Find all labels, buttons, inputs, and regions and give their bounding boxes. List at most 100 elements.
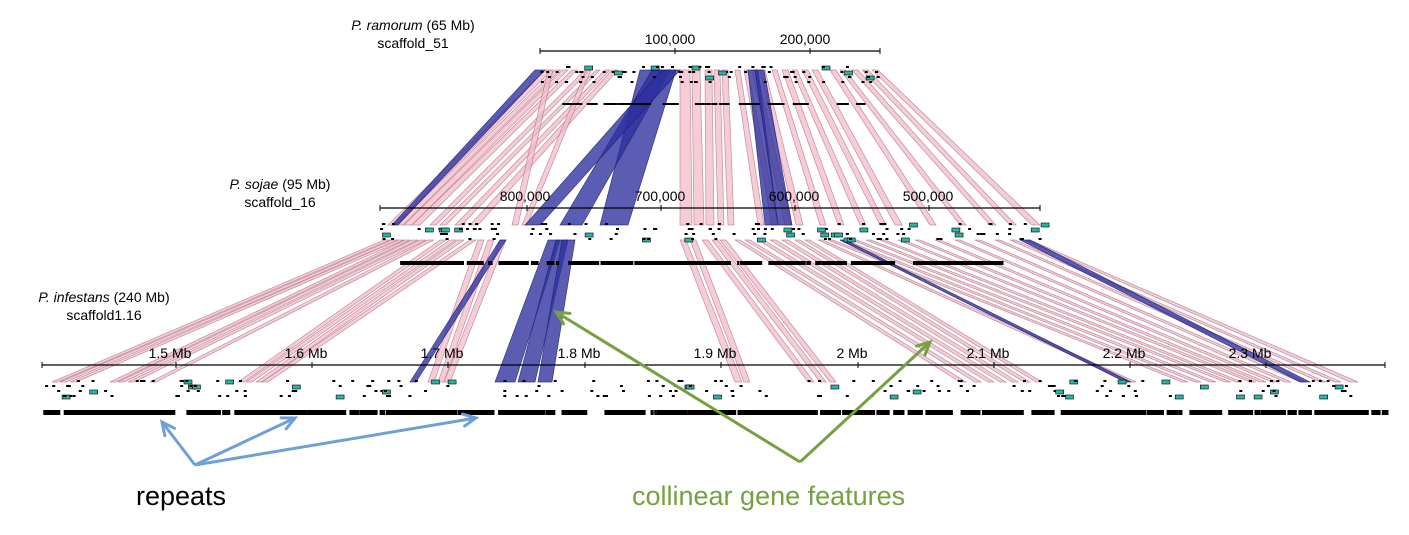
repeat-block [1331,410,1345,415]
gene-feature [575,71,579,73]
gene-feature [592,81,596,83]
gene-feature [861,81,865,83]
gene-feature [679,76,682,78]
collinear-link [829,69,937,226]
repeat-block [1274,410,1279,415]
gene-feature [848,76,852,78]
gene-feature [492,238,496,240]
repeat-block [308,410,320,415]
gene-feature [218,395,222,397]
sojae-scaffold: scaffold_16 [244,194,316,210]
collinear-link [117,239,419,383]
repeat-block [421,410,433,415]
gene-feature [883,223,887,225]
gene-feature [642,66,645,68]
gene-feature [287,395,291,397]
gene-feature [1141,380,1145,382]
gene-feature [216,380,220,382]
repeat-block [806,261,811,265]
gene-feature [1117,379,1127,385]
gene-feature [714,238,718,240]
gene-feature [81,385,85,387]
repeat-block [680,261,685,265]
repeat-block [975,410,981,415]
sojae-tick-label: 500,000 [902,188,954,204]
gene-feature [642,237,651,243]
repeat-block [742,103,754,105]
gene-feature [1103,380,1107,382]
repeat-block [862,410,872,415]
gene-feature [828,238,832,240]
gene-feature [549,233,553,235]
gene-feature [580,71,584,73]
gene-feature [1344,385,1348,387]
gene-feature [391,238,395,240]
gene-feature [834,232,843,238]
collinear-link [719,239,837,383]
repeat-block [753,261,761,265]
collinear-link [768,239,1008,383]
repeat-block [550,261,555,265]
repeat-block [587,261,592,265]
gene-feature [687,228,691,230]
gene-feature [545,228,549,230]
gene-feature [382,238,386,240]
repeat-block [1234,410,1248,415]
gene-feature [871,380,875,382]
collinear-link [827,239,1189,383]
gene-feature [1326,380,1330,382]
repeat-block [1119,410,1123,415]
collinear-link [743,239,983,383]
gene-feature [596,395,600,397]
gene-feature [69,395,73,397]
gene-feature [802,71,806,73]
repeat-block [603,103,615,105]
gene-feature [560,390,564,392]
gene-feature [181,380,185,382]
gene-feature [573,233,577,235]
inverted-link [524,69,681,226]
gene-feature [1008,223,1012,225]
gene-feature [936,238,940,240]
gene-feature [135,380,139,382]
repeat-block [1200,410,1204,415]
gene-feature [140,380,143,382]
gene-feature [817,395,821,397]
repeat-block [836,261,845,265]
repeat-block [737,261,740,265]
gene-feature [614,233,618,235]
gene-feature [912,389,922,395]
gene-feature [817,227,826,233]
collinear-link [679,239,743,383]
gene-feature [605,223,608,225]
repeat-block [872,261,877,265]
repeat-block [235,410,240,415]
gene-feature [982,233,986,235]
gene-feature [1100,385,1104,387]
gene-feature [755,223,758,225]
gene-feature [705,390,709,392]
repeat-block [677,410,688,415]
infestans-tick-label: 2.2 Mb [1102,345,1146,361]
gene-feature [793,76,797,78]
gene-feature [652,76,656,78]
gene-feature [647,395,651,397]
gene-feature [524,395,528,397]
repeat-block [1121,410,1126,415]
gene-feature [936,385,940,387]
gene-feature [382,232,391,238]
ramorum-tick-label: 200,000 [779,31,831,47]
gene-feature [786,232,795,238]
arrow-shaft [160,421,197,466]
sojae-species: P. sojae (95 Mb) [229,176,331,192]
gene-feature [89,389,98,395]
repeat-block [924,261,933,265]
sojae-tick-label: 600,000 [768,188,820,204]
gene-feature [374,390,378,392]
gene-feature [821,66,825,68]
repeat-block [932,261,943,265]
repeat-block [650,410,654,415]
gene-feature [1065,394,1074,400]
gene-feature [611,71,615,73]
repeat-block [434,261,443,265]
